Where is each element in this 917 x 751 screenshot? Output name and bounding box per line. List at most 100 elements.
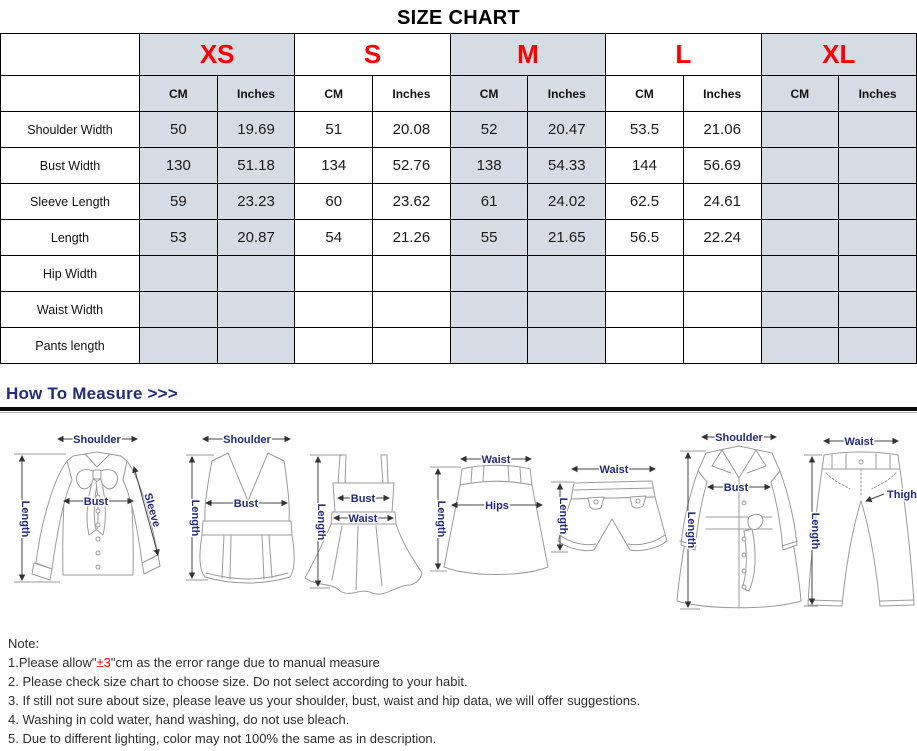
figure-coat: Shoulder Bust Length xyxy=(676,431,802,610)
measure-label-shoulder: Shoulder xyxy=(715,432,763,444)
measure-label-length: Length xyxy=(315,504,327,541)
value-cell xyxy=(838,183,917,220)
value-cell: 21.06 xyxy=(682,111,762,148)
value-cell xyxy=(139,327,218,364)
value-cell: 24.02 xyxy=(527,183,607,220)
value-cell xyxy=(838,327,917,364)
table-row: Length 53 20.87 54 21.26 55 21.65 56.5 2… xyxy=(0,219,917,256)
table-row: Shoulder Width 50 19.69 51 20.08 52 20.4… xyxy=(0,111,917,148)
table-row: Hip Width xyxy=(0,255,917,292)
note-1-tolerance: ±3 xyxy=(96,655,111,670)
note-line-2: 2. Please check size chart to choose siz… xyxy=(8,674,468,689)
unit-header-row: CM Inches CM Inches CM Inches CM Inches … xyxy=(0,75,917,112)
row-label: Bust Width xyxy=(0,147,140,184)
figure-sleeveless-top: Shoulder Length Bust xyxy=(186,433,295,584)
value-cell: 23.23 xyxy=(216,183,296,220)
value-cell: 20.47 xyxy=(527,111,607,148)
value-cell xyxy=(527,255,607,292)
note-line-1: 1.Please allow"±3"cm as the error range … xyxy=(8,653,917,672)
row-label: Length xyxy=(0,219,140,256)
unit-header-cm: CM xyxy=(294,75,374,112)
value-cell xyxy=(760,147,840,184)
measure-label-waist: Waist xyxy=(845,436,874,448)
value-cell xyxy=(682,291,762,328)
row-label: Shoulder Width xyxy=(0,111,140,148)
value-cell xyxy=(372,291,451,328)
size-header-xl: XL xyxy=(760,33,917,76)
value-cell: 22.24 xyxy=(682,219,762,256)
unit-header-inches: Inches xyxy=(838,75,917,112)
value-cell xyxy=(760,219,840,256)
measure-label-waist: Waist xyxy=(600,464,629,476)
value-cell: 50 xyxy=(139,111,218,148)
value-cell: 20.08 xyxy=(372,111,451,148)
unit-header-cm: CM xyxy=(449,75,529,112)
measure-label-hips: Hips xyxy=(485,500,509,512)
value-cell xyxy=(760,255,840,292)
note-line-4: 4. Washing in cold water, hand washing, … xyxy=(8,712,350,727)
value-cell: 52 xyxy=(449,111,529,148)
value-cell xyxy=(294,327,374,364)
value-cell xyxy=(449,255,529,292)
value-cell xyxy=(216,327,296,364)
value-cell: 20.87 xyxy=(216,219,296,256)
value-cell: 21.26 xyxy=(372,219,451,256)
row-label: Sleeve Length xyxy=(0,183,140,220)
measure-label-waist: Waist xyxy=(349,513,378,525)
row-label: Pants length xyxy=(0,327,140,364)
unit-header-inches: Inches xyxy=(682,75,762,112)
value-cell: 24.61 xyxy=(682,183,762,220)
table-row: Sleeve Length 59 23.23 60 23.62 61 24.02… xyxy=(0,183,917,220)
divider-bar xyxy=(0,407,917,411)
value-cell xyxy=(139,255,218,292)
value-cell xyxy=(605,255,684,292)
figure-pants: Waist Thigh Length xyxy=(804,435,917,607)
how-to-measure-heading: How To Measure >>> xyxy=(6,384,178,403)
value-cell xyxy=(838,219,917,256)
unit-header-cm: CM xyxy=(605,75,684,112)
value-cell: 56.5 xyxy=(605,219,684,256)
measure-label-length: Length xyxy=(685,512,697,549)
measure-label-bust: Bust xyxy=(351,493,376,505)
figure-strap-dress: Bust Waist Length xyxy=(304,454,423,595)
value-cell xyxy=(605,327,684,364)
measure-label-length: Length xyxy=(557,498,569,535)
value-cell xyxy=(294,255,374,292)
size-header-s: S xyxy=(294,33,451,76)
row-label: Waist Width xyxy=(0,291,140,328)
value-cell xyxy=(216,291,296,328)
value-cell: 53.5 xyxy=(605,111,684,148)
value-cell: 134 xyxy=(294,147,374,184)
table-corner-cell xyxy=(0,75,140,112)
unit-header-cm: CM xyxy=(139,75,218,112)
value-cell: 56.69 xyxy=(682,147,762,184)
measure-label-bust: Bust xyxy=(84,496,109,508)
page-title: SIZE CHART xyxy=(397,7,520,29)
measure-label-bust: Bust xyxy=(724,482,749,494)
value-cell xyxy=(449,291,529,328)
table-row: Bust Width 130 51.18 134 52.76 138 54.33… xyxy=(0,147,917,184)
value-cell xyxy=(216,255,296,292)
value-cell: 54.33 xyxy=(527,147,607,184)
table-corner-cell xyxy=(0,33,140,76)
unit-header-inches: Inches xyxy=(372,75,451,112)
value-cell: 55 xyxy=(449,219,529,256)
value-cell: 19.69 xyxy=(216,111,296,148)
value-cell xyxy=(605,291,684,328)
measure-label-thigh: Thigh xyxy=(887,489,917,501)
figure-shorts: Waist Length xyxy=(551,463,668,553)
value-cell: 62.5 xyxy=(605,183,684,220)
size-header-row: XS S M L XL xyxy=(0,33,917,76)
value-cell: 59 xyxy=(139,183,218,220)
size-table: XS S M L XL CM Inches CM Inches CM Inche… xyxy=(0,33,917,364)
value-cell: 130 xyxy=(139,147,218,184)
row-label: Hip Width xyxy=(0,255,140,292)
value-cell xyxy=(838,255,917,292)
note-1-suffix: "cm as the error range due to manual mea… xyxy=(110,655,380,670)
measure-label-shoulder: Shoulder xyxy=(73,434,121,446)
value-cell xyxy=(372,255,451,292)
note-line-3: 3. If still not sure about size, please … xyxy=(8,693,641,708)
value-cell xyxy=(838,147,917,184)
measure-label-length: Length xyxy=(809,513,821,550)
